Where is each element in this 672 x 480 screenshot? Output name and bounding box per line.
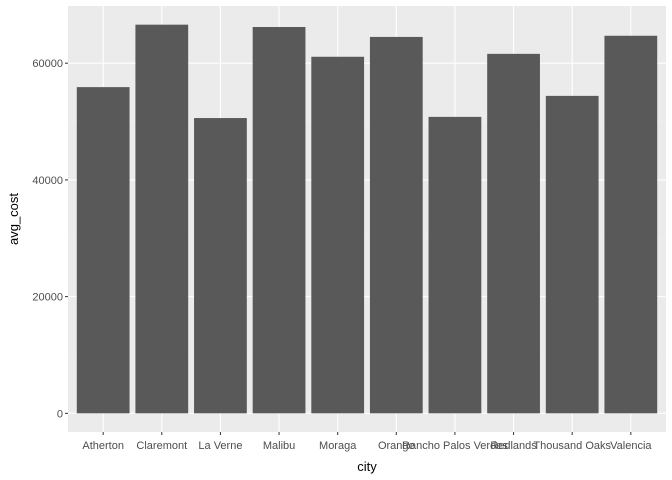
y-tick-label: 0 (57, 408, 63, 420)
x-axis: Atherton Claremont La Verne Malibu Moraga Ora… (82, 432, 652, 452)
bar (76, 87, 130, 414)
bar (369, 36, 423, 414)
y-tick-label: 20000 (32, 292, 63, 304)
y-tick-label: 40000 (32, 175, 63, 187)
x-tick-label: La Verne (198, 440, 242, 452)
y-axis-title: avg_cost (6, 193, 21, 245)
x-tick-label: Moraga (319, 440, 357, 452)
x-tick-label: Thousand Oaks (533, 440, 611, 452)
y-axis: 0 20000 40000 60000 (32, 58, 68, 420)
x-tick-label: Redlands (490, 440, 537, 452)
bar (252, 27, 306, 414)
x-tick-label: Claremont (136, 440, 187, 452)
y-tick-label: 60000 (32, 58, 63, 70)
bar (428, 116, 482, 414)
x-tick-label: Valencia (610, 440, 652, 452)
bars (76, 24, 658, 414)
x-tick-label: Malibu (263, 440, 295, 452)
bar (135, 24, 189, 414)
x-tick-label: Atherton (82, 440, 124, 452)
bar (545, 95, 599, 414)
x-tick-label: Rancho Palos Verdes (402, 440, 508, 452)
bar (311, 56, 365, 414)
bar (194, 118, 247, 414)
bar (604, 35, 658, 414)
bar (487, 53, 540, 414)
x-tick-label: Orange (378, 440, 415, 452)
x-axis-title: city (357, 459, 377, 474)
